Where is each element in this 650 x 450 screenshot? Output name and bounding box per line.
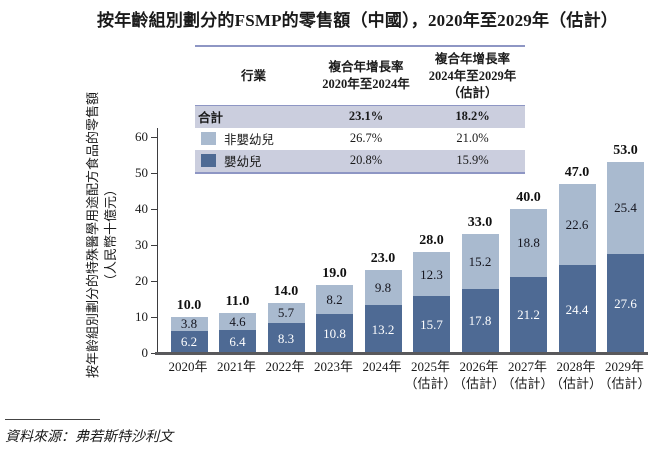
x-tick-label: 2021年 [216,359,256,374]
y-tick-label: 50 [135,165,148,180]
row-value-2: 15.9% [456,153,489,168]
row-value-2: 18.2% [455,109,490,124]
bar-segment-infant: 27.6 [607,253,644,353]
chart-title: 按年齡組別劃分的FSMP的零售額（中國），2020年至2029年（估計） [97,11,618,30]
bar-total-label: 19.0 [322,265,347,281]
x-axis-labels: 2020年 2021年 2022年 2023年 2024年 2025年 （估計） 2026年（… [157,359,650,395]
bar-total-label: 23.0 [370,251,396,267]
bar-segment-non-infant: 18.8 [510,209,547,277]
x-tick-label: 2020年 [168,359,208,374]
bar-segment-non-infant: 15.2 [461,234,499,289]
table-row-infant: 嬰幼兒 20.8% 15.9% [195,149,525,172]
table-row-total: 合計 23.1% 18.2% [195,104,525,128]
y-tick-mark [151,172,157,174]
stacked-bar-2023年: 19.0 8.2 10.8 [316,266,353,353]
plot-area: 0 10 20 30 40 50 60 10.0 3.8 6.2 11.0 4.6 6.4 14.0 5.7… [135,128,646,360]
bar-segment-non-infant: 22.6 [558,183,596,266]
bar-segment-non-infant: 12.3 [413,252,450,297]
stacked-bar-2025年: 28.0 12.3 15.7 [413,233,450,353]
bar-total-label: 53.0 [613,143,638,159]
bar-segment-non-infant: 25.4 [607,162,644,254]
row-value-1: 26.7% [349,131,383,146]
row-label: 合計 [198,111,224,126]
stacked-bar-2026年: 33.0 15.2 17.8 [461,215,499,353]
source-note: 資料來源：弗若斯特沙利文 [5,430,173,445]
y-axis-title: 按年齡組別劃分的特殊醫學用途配方食品的零售額 （人民幣十億元） [85,92,118,379]
legend-swatch-infant [201,154,216,168]
y-tick-label: 60 [135,129,148,144]
bar-total-label: 10.0 [176,298,202,313]
table-top-border [195,45,525,47]
bar-segment-non-infant: 8.2 [316,284,353,315]
bar-total-label: 40.0 [516,190,541,205]
source-divider [5,419,100,420]
row-value-1: 20.8% [349,153,383,168]
bar-segment-infant: 24.4 [558,265,596,353]
bar-total-label: 14.0 [273,283,299,299]
y-tick-label: 20 [135,273,148,288]
bar-segment-infant: 8.3 [267,323,305,353]
y-tick-label: 40 [135,201,148,216]
bar-segment-infant: 6.4 [219,329,256,353]
stacked-bar-2029年: 53.0 25.4 27.6 [607,143,644,353]
bar-total-label: 47.0 [564,164,590,180]
bar-segment-non-infant: 9.8 [364,270,402,306]
x-axis-line [155,352,648,355]
bar-segment-non-infant: 5.7 [267,302,305,324]
x-tick-label: 2029年 （估計） [598,359,650,391]
x-tick-label: 2023年 [313,359,353,374]
stacked-bar-2020年: 10.0 3.8 6.2 [170,298,208,353]
y-tick-label: 30 [135,237,148,252]
header-industry: 行業 [240,68,266,83]
stacked-bar-2027年: 40.0 18.8 21.2 [510,190,547,353]
bar-total-label: 33.0 [467,215,493,231]
stacked-bar-2021年: 11.0 4.6 6.4 [219,294,256,353]
stacked-bar-2024年: 23.0 9.8 13.2 [364,251,402,353]
row-label: 嬰幼兒 [224,155,262,170]
bar-total-label: 28.0 [419,233,444,249]
stacked-bar-2022年: 14.0 5.7 8.3 [267,284,305,353]
bar-segment-infant: 21.2 [510,276,547,353]
bar-segment-non-infant: 3.8 [170,317,208,331]
x-tick-label: 2024年 [362,359,402,374]
bar-segment-infant: 15.7 [413,296,450,353]
cagr-legend-table: 行業 複合年增長率 2020年至2024年 複合年增長率 2024年至2029年… [195,45,525,174]
header-cagr-2024-2029: 複合年增長率 2024年至2029年 （估計） [428,52,517,100]
x-tick-label: 2026年 （估計） [452,359,505,391]
table-header-row: 行業 複合年增長率 2020年至2024年 複合年增長率 2024年至2029年… [195,47,525,105]
x-tick-label: 2027年 （估計） [501,359,554,391]
row-value-1: 23.1% [348,109,384,124]
y-tick-label: 0 [141,345,149,360]
bar-segment-infant: 13.2 [364,305,402,353]
y-tick-mark [151,280,157,282]
row-value-2: 21.0% [456,131,489,146]
row-label: 非嬰幼兒 [224,133,275,148]
y-tick-label: 10 [135,309,148,324]
stacked-bar-2028年: 47.0 22.6 24.4 [558,165,596,353]
y-tick-mark [151,316,157,318]
table-bottom-border [195,171,525,174]
y-tick-mark [151,352,157,354]
x-tick-label: 2028年 （估計） [549,359,602,391]
bar-segment-non-infant: 4.6 [219,313,256,330]
x-tick-label: 2025年 （估計） [404,359,457,391]
y-tick-mark [151,208,157,210]
bar-total-label: 11.0 [225,294,250,310]
bar-segment-infant: 10.8 [316,314,353,353]
x-tick-label: 2022年 [265,359,305,374]
y-tick-mark [151,136,157,138]
y-tick-mark [151,244,157,246]
bar-segment-infant: 6.2 [170,330,208,353]
bar-segment-infant: 17.8 [461,288,499,353]
table-row-non-infant: 非嬰幼兒 26.7% 21.0% [195,127,525,150]
legend-swatch-non-infant [201,132,216,146]
header-cagr-2020-2024: 複合年增長率 2020年至2024年 [322,60,410,92]
